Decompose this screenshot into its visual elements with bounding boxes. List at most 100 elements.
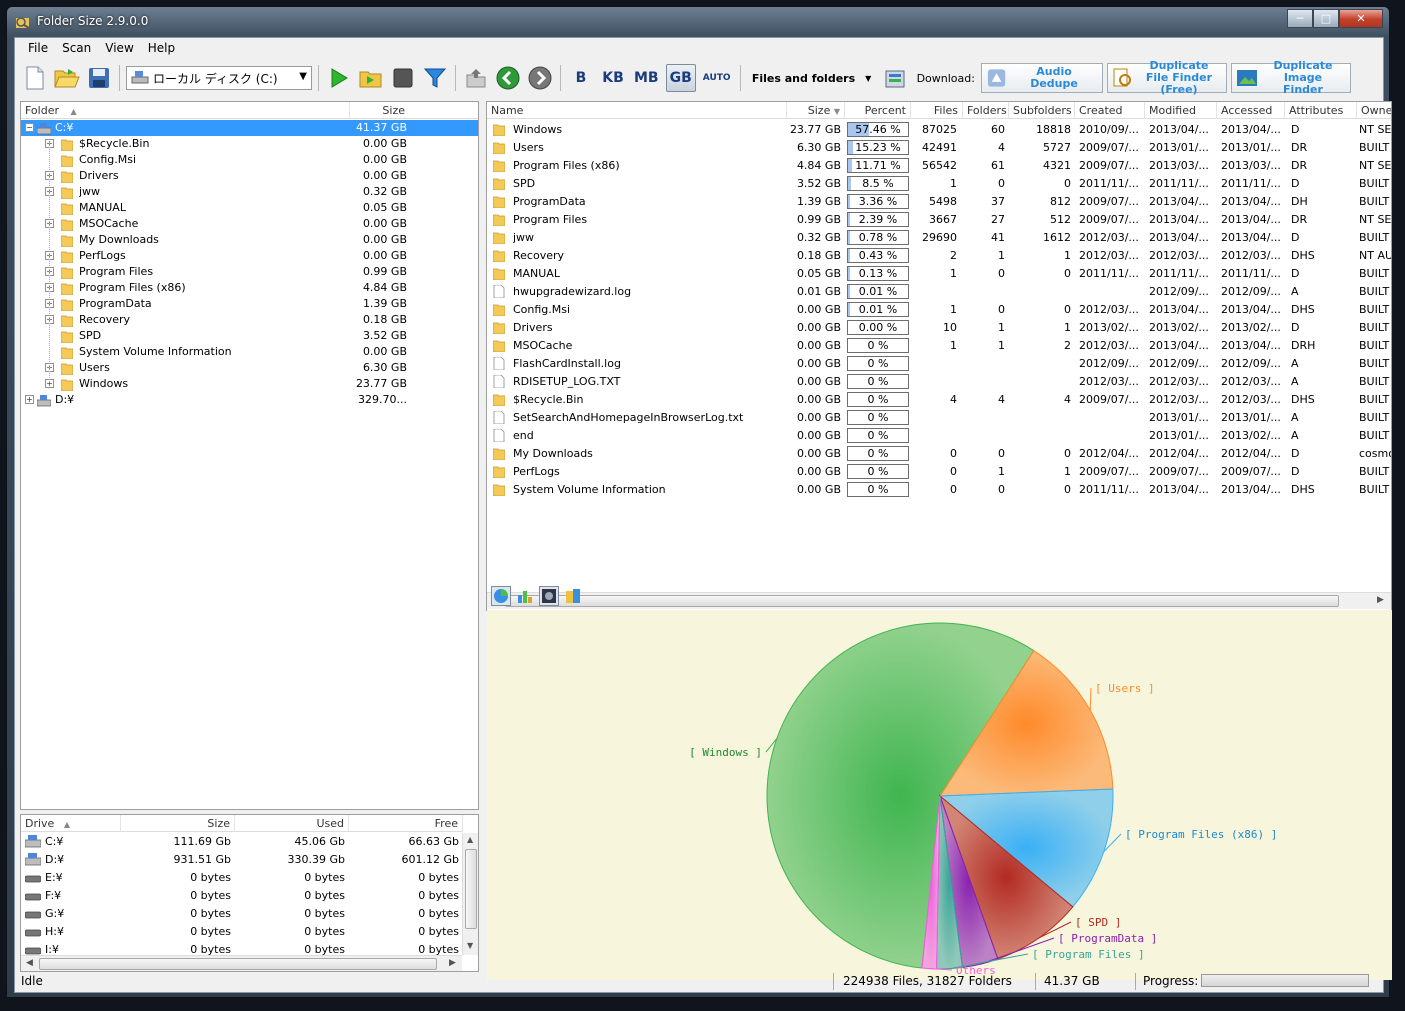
- scroll-right-icon[interactable]: ▶: [449, 958, 456, 968]
- scroll-thumb[interactable]: [39, 958, 437, 970]
- new-button[interactable]: [21, 64, 49, 92]
- column-header-accessed[interactable]: Accessed: [1217, 102, 1285, 119]
- tree-row[interactable]: + D:¥ 329.70...: [21, 392, 478, 408]
- menu-view[interactable]: View: [105, 41, 134, 55]
- list-row[interactable]: Program Files 0.99 GB 2.39 % 3667 27 512 2009/…: [487, 211, 1391, 229]
- bar-chart-button[interactable]: [515, 586, 535, 606]
- tree-row[interactable]: + PerfLogs 0.00 GB: [21, 248, 478, 264]
- drive-row[interactable]: F:¥ 0 bytes 0 bytes 0 bytes: [21, 887, 461, 905]
- menu-file[interactable]: File: [28, 41, 49, 55]
- tree-row[interactable]: My Downloads 0.00 GB: [21, 232, 478, 248]
- tree-row[interactable]: MANUAL 0.05 GB: [21, 200, 478, 216]
- tree-row[interactable]: + Users 6.30 GB: [21, 360, 478, 376]
- list-row[interactable]: Users 6.30 GB 15.23 % 42491 4 5727 2009/07/...…: [487, 139, 1391, 157]
- pie-slice[interactable]: [939, 649, 1114, 797]
- column-header-attributes[interactable]: Attributes: [1285, 102, 1357, 119]
- expand-icon[interactable]: +: [25, 395, 34, 404]
- menu-scan[interactable]: Scan: [62, 41, 92, 55]
- tree-row[interactable]: System Volume Information 0.00 GB: [21, 344, 478, 360]
- column-header-size[interactable]: Size ▼: [787, 102, 845, 119]
- duplicate-file-finder-button[interactable]: Duplicate File Finder (Free): [1106, 60, 1227, 96]
- scroll-right-icon[interactable]: ▶: [1377, 595, 1384, 605]
- minimize-button[interactable]: ─: [1287, 9, 1313, 28]
- export-button[interactable]: [881, 64, 909, 92]
- start-scan-button[interactable]: [325, 64, 353, 92]
- up-folder-button[interactable]: [462, 64, 490, 92]
- unit-auto-button[interactable]: AUTO: [702, 73, 731, 83]
- vertical-scrollbar[interactable]: ▲ ▼: [462, 833, 478, 955]
- list-row[interactable]: MSOCache 0.00 GB 0 % 1 1 2 2012/03/... 2013/04/…: [487, 337, 1391, 355]
- tree-header-size[interactable]: Size: [350, 102, 478, 119]
- chart-3d-toggle-button[interactable]: [539, 586, 559, 606]
- maximize-button[interactable]: □: [1313, 9, 1339, 28]
- column-header-percent[interactable]: Percent: [845, 102, 911, 119]
- column-header-files[interactable]: Files: [911, 102, 963, 119]
- scroll-thumb[interactable]: [465, 849, 477, 929]
- filter-button[interactable]: [421, 64, 449, 92]
- list-row[interactable]: ProgramData 1.39 GB 3.36 % 5498 37 812 2009/07…: [487, 193, 1391, 211]
- scroll-up-icon[interactable]: ▲: [467, 835, 474, 844]
- column-header-owner[interactable]: Owne: [1357, 102, 1391, 119]
- drive-row[interactable]: E:¥ 0 bytes 0 bytes 0 bytes: [21, 869, 461, 887]
- duplicate-image-finder-button[interactable]: Duplicate Image Finder: [1230, 60, 1351, 96]
- list-row[interactable]: jww 0.32 GB 0.78 % 29690 41 1612 2012/03/... 20…: [487, 229, 1391, 247]
- list-row[interactable]: Windows 23.77 GB 57.46 % 87025 60 18818 2010/0…: [487, 121, 1391, 139]
- list-row[interactable]: SetSearchAndHomepageInBrowserLog.txt 0.00…: [487, 409, 1391, 427]
- chart-color-button[interactable]: [563, 586, 583, 606]
- menu-help[interactable]: Help: [147, 41, 176, 55]
- tree-row[interactable]: + MSOCache 0.00 GB: [21, 216, 478, 232]
- forward-button[interactable]: [526, 64, 554, 92]
- drive-header-drive[interactable]: Drive ▲: [21, 815, 121, 832]
- collapse-icon[interactable]: −: [25, 123, 34, 132]
- drive-row[interactable]: H:¥ 0 bytes 0 bytes 0 bytes: [21, 923, 461, 941]
- tree-row[interactable]: Config.Msi 0.00 GB: [21, 152, 478, 168]
- list-row[interactable]: Config.Msi 0.00 GB 0.01 % 1 0 0 2012/03/... 201…: [487, 301, 1391, 319]
- list-row[interactable]: My Downloads 0.00 GB 0 % 0 0 0 2012/04/... 2012…: [487, 445, 1391, 463]
- unit-gb-button[interactable]: GB: [665, 64, 696, 92]
- column-header-modified[interactable]: Modified: [1145, 102, 1217, 119]
- list-row[interactable]: RDISETUP_LOG.TXT 0.00 GB 0 % 2012/03/... 201…: [487, 373, 1391, 391]
- scroll-left-icon[interactable]: ◀: [26, 958, 33, 968]
- list-row[interactable]: hwupgradewizard.log 0.01 GB 0.01 % 2012/09/…: [487, 283, 1391, 301]
- tree-row[interactable]: + $Recycle.Bin 0.00 GB: [21, 136, 478, 152]
- tree-header-folder[interactable]: Folder ▲: [21, 102, 350, 119]
- list-row[interactable]: Recovery 0.18 GB 0.43 % 2 1 1 2012/03/... 2012/…: [487, 247, 1391, 265]
- list-row[interactable]: FlashCardInstall.log 0.00 GB 0 % 2012/09/..…: [487, 355, 1391, 373]
- tree-row[interactable]: + Windows 23.77 GB: [21, 376, 478, 392]
- list-row[interactable]: Program Files (x86) 4.84 GB 11.71 % 56542 61…: [487, 157, 1391, 175]
- tree-row[interactable]: + Program Files (x86) 4.84 GB: [21, 280, 478, 296]
- tree-row[interactable]: SPD 3.52 GB: [21, 328, 478, 344]
- view-mode-dropdown[interactable]: Files and folders ▼: [747, 64, 877, 92]
- list-row[interactable]: $Recycle.Bin 0.00 GB 0 % 4 4 4 2009/07/... 2012…: [487, 391, 1391, 409]
- drive-header-size[interactable]: Size: [121, 815, 235, 832]
- save-button[interactable]: [85, 64, 113, 92]
- scroll-down-icon[interactable]: ▼: [467, 941, 474, 950]
- drive-row[interactable]: D:¥ 931.51 Gb 330.39 Gb 601.12 Gb: [21, 851, 461, 869]
- tree-row[interactable]: + Program Files 0.99 GB: [21, 264, 478, 280]
- column-header-created[interactable]: Created: [1075, 102, 1145, 119]
- list-row[interactable]: Drivers 0.00 GB 0.00 % 10 1 1 2013/02/... 2013/…: [487, 319, 1391, 337]
- column-header-name[interactable]: Name: [487, 102, 787, 119]
- drive-header-used[interactable]: Used: [235, 815, 349, 832]
- column-header-folders[interactable]: Folders: [963, 102, 1009, 119]
- close-button[interactable]: ✕: [1339, 9, 1383, 28]
- open-button[interactable]: [53, 64, 81, 92]
- back-button[interactable]: [494, 64, 522, 92]
- column-header-subfolders[interactable]: Subfolders: [1009, 102, 1075, 119]
- list-row[interactable]: end 0.00 GB 0 % 2013/01/... 2013/02/... A BUIL…: [487, 427, 1391, 445]
- drive-row[interactable]: G:¥ 0 bytes 0 bytes 0 bytes: [21, 905, 461, 923]
- audio-dedupe-button[interactable]: Audio Dedupe: [980, 63, 1103, 93]
- drive-row[interactable]: I:¥ 0 bytes 0 bytes 0 bytes: [21, 941, 461, 959]
- scan-folder-button[interactable]: [357, 64, 385, 92]
- drive-row[interactable]: C:¥ 111.69 Gb 45.06 Gb 66.63 Gb: [21, 833, 461, 851]
- tree-row[interactable]: + Recovery 0.18 GB: [21, 312, 478, 328]
- tree-row[interactable]: + jww 0.32 GB: [21, 184, 478, 200]
- list-row[interactable]: SPD 3.52 GB 8.5 % 1 0 0 2011/11/... 2011/11/...…: [487, 175, 1391, 193]
- pie-slice[interactable]: [766, 622, 1035, 969]
- unit-b-button[interactable]: B: [575, 70, 587, 86]
- list-row[interactable]: MANUAL 0.05 GB 0.13 % 1 0 0 2011/11/... 2011/11…: [487, 265, 1391, 283]
- stop-button[interactable]: [389, 64, 417, 92]
- unit-mb-button[interactable]: MB: [634, 70, 659, 86]
- tree-row[interactable]: − C:¥ 41.37 GB: [21, 120, 478, 136]
- pie-chart-button[interactable]: [491, 586, 511, 606]
